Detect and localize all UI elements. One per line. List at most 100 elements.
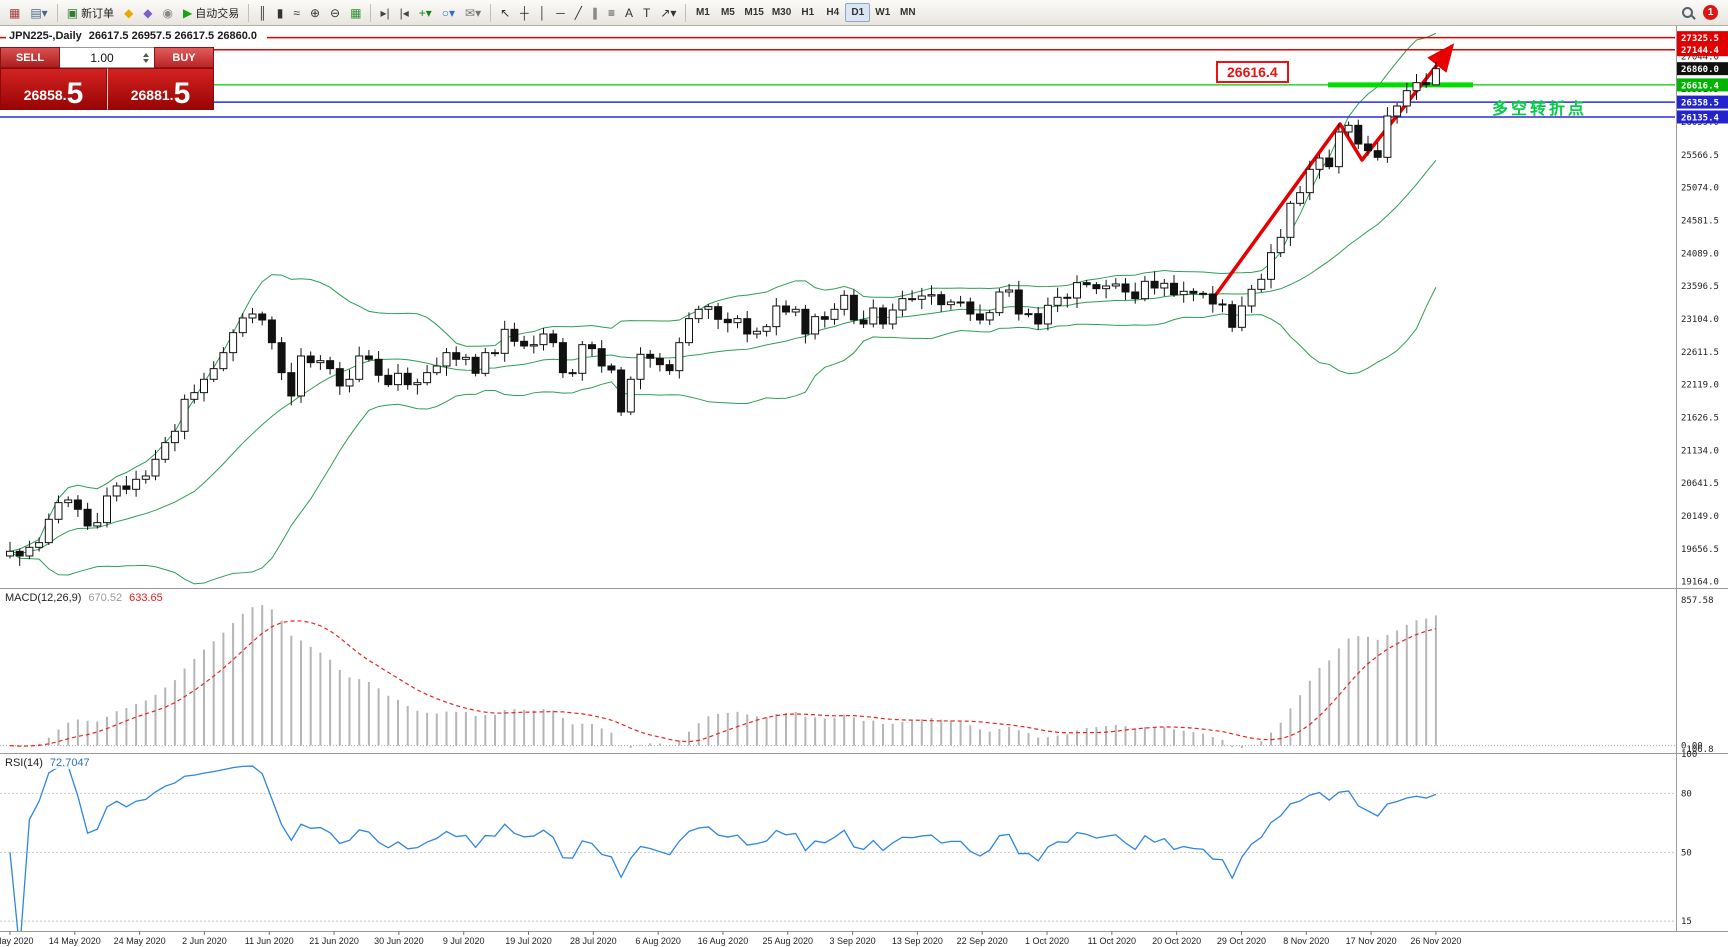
autotrading-button[interactable]: ▶ 自动交易 <box>178 2 244 24</box>
timeframe-m5[interactable]: M5 <box>720 7 735 18</box>
svg-text:27325.5: 27325.5 <box>1681 34 1719 44</box>
macd-indicator-label: MACD(12,26,9) 670.52 633.65 <box>5 592 163 604</box>
date-axis-label: 14 May 2020 <box>49 936 101 946</box>
new-order-button-label: 新订单 <box>81 7 115 20</box>
toolbar-separator <box>56 3 58 22</box>
toolbar-separator <box>370 3 372 22</box>
timeframe-d1[interactable]: D1 <box>845 3 871 22</box>
price-axis-badge <box>1677 78 1728 92</box>
price-axis-label: 24581.5 <box>1681 217 1719 227</box>
turning-point-annotation[interactable]: 多空转折点 <box>1492 101 1588 118</box>
sell-price-main: 26858. <box>23 87 67 103</box>
zoom-in-button[interactable]: ⊕ <box>305 2 325 24</box>
price-axis-label: 21626.5 <box>1681 414 1719 424</box>
date-axis-label: 30 Jun 2020 <box>374 936 424 946</box>
zoom-out-button[interactable]: ⊖ <box>325 2 345 24</box>
date-axis-label: 26 Nov 2020 <box>1410 936 1461 946</box>
spinner-down-icon[interactable] <box>142 58 149 63</box>
profiles-button[interactable]: ▤▾ <box>25 2 52 24</box>
buy-price-fraction: 5 <box>173 76 191 110</box>
date-axis-label: 4 May 2020 <box>0 936 34 946</box>
community-button[interactable]: ◉ <box>158 2 178 24</box>
search-icon[interactable] <box>1682 7 1693 18</box>
text-button[interactable]: A <box>620 2 638 24</box>
macd-pane <box>0 605 1675 748</box>
trade-buttons-row: SELL 1.00 BUY <box>0 47 214 68</box>
line-chart-button[interactable]: ≈ <box>288 2 305 24</box>
rsi-scale-label: 80 <box>1681 789 1692 799</box>
bollinger-upper-band <box>9 32 1437 552</box>
svg-text:27144.4: 27144.4 <box>1681 46 1720 56</box>
rsi-indicator-label: RSI(14) 72.7047 <box>5 757 90 769</box>
fibonacci-button[interactable]: ≡ <box>603 2 620 24</box>
vertical-line-button[interactable]: │ <box>534 2 552 24</box>
candles-layer <box>6 62 1440 566</box>
candlestick-chart-button[interactable]: ▮ <box>272 2 289 24</box>
date-axis-label: 3 Sep 2020 <box>830 936 876 946</box>
date-axis-label: 25 Aug 2020 <box>762 936 813 946</box>
auto-scroll-button[interactable]: ▸| <box>375 2 394 24</box>
horizontal-line-icon: ─ <box>556 5 565 20</box>
date-axis-label: 19 Jul 2020 <box>505 936 552 946</box>
sell-button[interactable]: SELL <box>0 47 60 68</box>
date-axis-label: 22 Sep 2020 <box>957 936 1008 946</box>
buy-button[interactable]: BUY <box>154 47 214 68</box>
price-axis-label: 25566.5 <box>1681 151 1719 161</box>
bar-chart-button[interactable]: ║ <box>253 2 272 24</box>
price-axis-badge <box>1677 110 1728 124</box>
tile-windows-button[interactable]: ▦ <box>345 2 366 24</box>
date-axis-label: 9 Jul 2020 <box>443 936 485 946</box>
sell-price-display[interactable]: 26858. 5 <box>0 68 107 110</box>
horizontal-line-button[interactable]: ─ <box>551 2 570 24</box>
volume-field[interactable]: 1.00 <box>60 47 154 68</box>
price-axis-label: 22119.0 <box>1681 381 1719 391</box>
ohlc-values: 26617.5 26957.5 26617.5 26860.0 <box>88 30 257 42</box>
timeframe-toolbar: M1 M5 M15 M30 H1 H4 D1 W1 MN <box>681 3 920 22</box>
price-axis-badge <box>1677 43 1728 57</box>
rsi-scale-label: 100 <box>1681 750 1697 760</box>
timeframe-mn[interactable]: MN <box>900 7 916 18</box>
timeframe-m15[interactable]: M15 <box>744 7 764 18</box>
text-label-button[interactable]: T <box>638 2 655 24</box>
cursor-button[interactable]: ↖ <box>495 2 515 24</box>
trendline-icon: ╱ <box>574 5 582 20</box>
date-axis-label: 8 Nov 2020 <box>1283 936 1329 946</box>
templates-button[interactable]: ✉▾ <box>460 2 486 24</box>
indicators-button[interactable]: +▾ <box>414 2 437 24</box>
autotrading-button-label: 自动交易 <box>195 7 240 20</box>
timeframe-h1[interactable]: H1 <box>801 7 815 18</box>
new-chart-icon: ▦ <box>9 5 21 20</box>
tile-windows-icon: ▦ <box>350 5 362 20</box>
fibonacci-icon: ≡ <box>607 5 615 20</box>
candlestick-chart-icon: ▮ <box>276 5 284 20</box>
toolbar-groups: ▦ ▤▾ ▣ 新订单 ◆ ◆ ◉ ▶ 自动交易 ║ ▮ ≈ ⊕ ⊖ ▦ ▸| |◂ +▾ ○▾ ✉▾ ↖ ┼ │ ─ ╱ ∥ ≡ A T… <box>4 2 681 24</box>
timeframe-h4[interactable]: H4 <box>826 7 840 18</box>
channel-icon: ∥ <box>591 5 598 20</box>
metaquotes-icon[interactable]: ◆ <box>119 2 138 24</box>
chart-shift-button[interactable]: |◂ <box>395 2 414 24</box>
indicators-icon: +▾ <box>418 5 432 20</box>
macd-signal-value: 633.65 <box>129 592 163 604</box>
trendline-button[interactable]: ╱ <box>570 2 587 24</box>
buy-price-display[interactable]: 26881. 5 <box>107 68 214 110</box>
svg-text:26135.4: 26135.4 <box>1681 113 1720 123</box>
timeframe-w1[interactable]: W1 <box>875 7 891 18</box>
price-axis-label: 19164.0 <box>1681 578 1719 588</box>
arrows-button[interactable]: ↗▾ <box>655 2 681 24</box>
new-order-button[interactable]: ▣ 新订单 <box>62 2 119 24</box>
crosshair-button[interactable]: ┼ <box>515 2 534 24</box>
price-annotation-label[interactable]: 26616.4 <box>1216 61 1289 83</box>
new-chart-button[interactable]: ▦ <box>4 2 25 24</box>
timeframe-m30[interactable]: M30 <box>771 7 792 18</box>
notifications-badge[interactable]: 1 <box>1703 5 1718 20</box>
toolbar-separator <box>685 3 687 22</box>
metaeditor-button[interactable]: ◆ <box>138 2 157 24</box>
volume-spinner[interactable] <box>140 52 151 63</box>
timeframe-m1[interactable]: M1 <box>695 7 710 18</box>
arrows-icon: ↗▾ <box>660 5 677 20</box>
channel-button[interactable]: ∥ <box>587 2 603 24</box>
spinner-up-icon[interactable] <box>142 52 149 57</box>
periods-button[interactable]: ○▾ <box>437 2 460 24</box>
